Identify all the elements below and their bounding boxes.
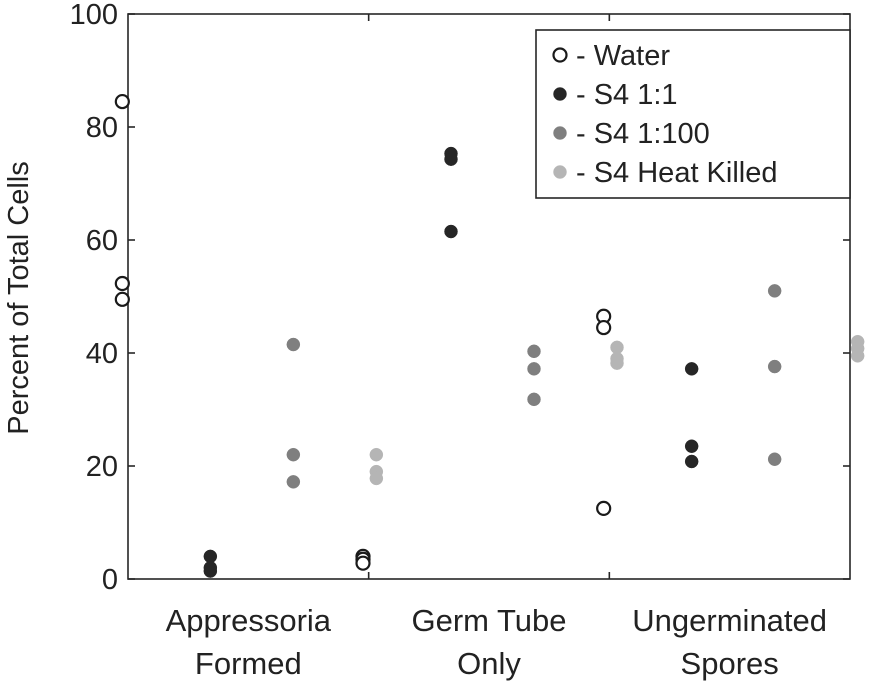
data-point — [114, 291, 130, 307]
y-axis: 0 20 40 60 80 100 — [70, 0, 850, 596]
y-tick-label: 40 — [86, 338, 118, 370]
legend-marker — [553, 165, 567, 179]
x-category-label: Spores — [681, 646, 779, 681]
data-point — [203, 564, 218, 578]
y-axis-title: Percent of Total Cells — [3, 161, 35, 435]
x-category-label: Ungerminated — [632, 603, 827, 638]
data-point — [684, 439, 699, 453]
data-point — [596, 319, 612, 336]
legend-marker — [552, 47, 568, 63]
data-point — [369, 447, 384, 462]
legend: - Water - S4 1:1 - S4 1:100 - S4 Heat Kille… — [535, 29, 851, 199]
data-point — [527, 344, 541, 359]
data-point — [286, 337, 301, 352]
y-tick-label: 100 — [70, 0, 118, 31]
data-point — [444, 152, 458, 166]
x-axis: Appressoria Formed Germ Tube Only Ungerminat… — [166, 14, 827, 681]
legend-label: - S4 1:100 — [576, 118, 710, 150]
legend-label: - S4 1:1 — [576, 79, 678, 111]
legend-marker — [553, 126, 567, 140]
y-tick-label: 80 — [86, 112, 118, 144]
data-point — [286, 475, 301, 489]
data-point — [114, 93, 130, 110]
data-point — [527, 392, 541, 407]
data-point — [684, 362, 699, 376]
data-point — [114, 275, 130, 292]
data-point — [684, 454, 699, 469]
data-point — [286, 447, 301, 462]
data-point — [850, 349, 865, 363]
legend-label: - Water — [576, 40, 670, 72]
data-point — [596, 500, 612, 516]
data-point — [767, 284, 782, 298]
x-category-label: Germ Tube — [411, 603, 566, 638]
legend-box — [535, 29, 851, 199]
data-point — [527, 362, 541, 376]
data-point — [610, 356, 624, 370]
data-point — [767, 452, 782, 466]
data-point — [355, 555, 371, 571]
data-point — [369, 471, 384, 486]
data-point — [444, 224, 458, 239]
legend-label: - S4 Heat Killed — [576, 157, 778, 189]
x-category-label: Only — [457, 646, 521, 681]
y-tick-label: 60 — [86, 225, 118, 257]
y-tick-label: 0 — [102, 564, 118, 596]
x-category-label: Appressoria — [166, 603, 332, 638]
x-category-label: Formed — [195, 646, 302, 681]
y-tick-label: 20 — [86, 451, 118, 483]
legend-marker — [553, 87, 567, 101]
data-point — [767, 359, 782, 374]
data-points — [114, 93, 865, 578]
